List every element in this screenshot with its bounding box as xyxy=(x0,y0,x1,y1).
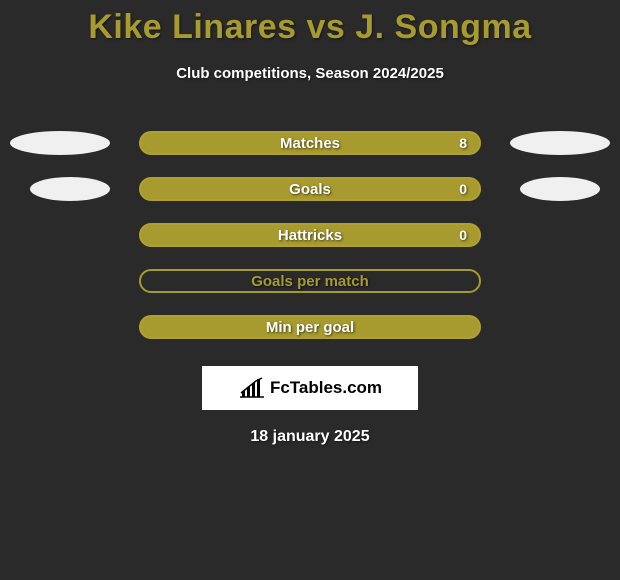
stat-bar: Matches 8 xyxy=(139,131,481,155)
page-title: Kike Linares vs J. Songma xyxy=(0,0,620,47)
left-ellipse xyxy=(10,131,110,155)
logo: FcTables.com xyxy=(238,377,382,399)
stat-label: Goals per match xyxy=(251,273,369,290)
stat-bar: Goals per match xyxy=(139,269,481,293)
stat-row-hattricks: Hattricks 0 xyxy=(0,212,620,258)
stat-value: 0 xyxy=(459,227,467,243)
stat-label: Goals xyxy=(289,181,331,198)
stat-value: 8 xyxy=(459,135,467,151)
stat-row-matches: Matches 8 xyxy=(0,120,620,166)
right-ellipse xyxy=(510,131,610,155)
subtitle: Club competitions, Season 2024/2025 xyxy=(0,65,620,82)
stat-bar: Min per goal xyxy=(139,315,481,339)
logo-box: FcTables.com xyxy=(202,366,418,410)
stat-row-goals: Goals 0 xyxy=(0,166,620,212)
stat-value: 0 xyxy=(459,181,467,197)
left-ellipse xyxy=(30,177,110,201)
stat-row-goals-per-match: Goals per match xyxy=(0,258,620,304)
stat-rows: Matches 8 Goals 0 Hattricks 0 Goals per … xyxy=(0,120,620,350)
date-text: 18 january 2025 xyxy=(0,428,620,446)
stat-label: Hattricks xyxy=(278,227,342,244)
stat-bar: Goals 0 xyxy=(139,177,481,201)
stat-label: Min per goal xyxy=(266,319,354,336)
stat-label: Matches xyxy=(280,135,340,152)
logo-text: FcTables.com xyxy=(270,378,382,398)
right-ellipse xyxy=(520,177,600,201)
chart-icon xyxy=(238,377,266,399)
stat-bar: Hattricks 0 xyxy=(139,223,481,247)
stat-row-min-per-goal: Min per goal xyxy=(0,304,620,350)
